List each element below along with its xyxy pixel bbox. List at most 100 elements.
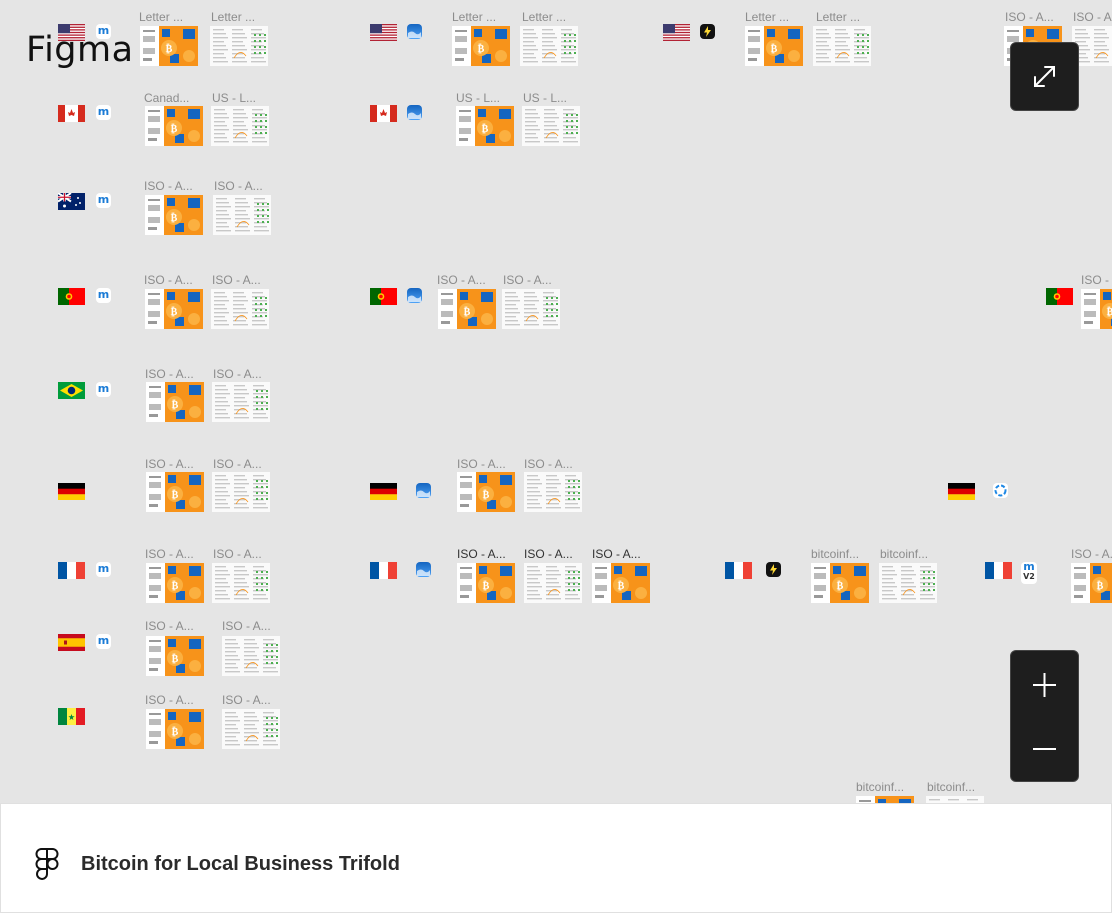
zoom-out-button[interactable] — [1011, 716, 1078, 781]
frame-label[interactable]: ISO - A... — [222, 619, 271, 633]
muun-wallet-icon: m — [96, 562, 111, 577]
zoom-in-button[interactable] — [1011, 651, 1078, 716]
brochure-back-thumbnail[interactable] — [520, 26, 578, 66]
frame-label[interactable]: Letter ... — [139, 10, 184, 24]
frame-label[interactable]: bitcoinf... — [927, 780, 976, 794]
brochure-back-thumbnail[interactable] — [211, 106, 269, 146]
frame-label[interactable]: ISO - A... — [524, 457, 573, 471]
figma-canvas[interactable]: Figma m Letter ... ₿ Letter ... Letter ... ₿ L… — [0, 0, 1112, 803]
file-title: Bitcoin for Local Business Trifold — [81, 853, 400, 875]
brochure-front-thumbnail[interactable]: ₿ — [856, 796, 914, 803]
frame-label[interactable]: Canad... — [144, 91, 190, 105]
frame-label[interactable]: ISO - A... — [212, 273, 261, 287]
australia-flag-icon — [58, 193, 85, 210]
frame-label[interactable]: ISO - A... — [213, 547, 262, 561]
portugal-flag-icon — [58, 288, 85, 305]
germany-flag-icon — [58, 483, 85, 500]
frame-label[interactable]: ISO - A... — [213, 457, 262, 471]
brochure-front-thumbnail[interactable]: ₿ — [145, 106, 203, 146]
frame-label[interactable]: ISO - A... — [145, 547, 194, 561]
brochure-front-thumbnail[interactable]: ₿ — [811, 563, 869, 603]
svg-text:₿: ₿ — [172, 489, 179, 501]
frame-label[interactable]: ISO - A... — [145, 457, 194, 471]
frame-label[interactable]: bitcoinf... — [856, 780, 905, 794]
brochure-front-thumbnail[interactable]: ₿ — [457, 472, 515, 512]
frame-label[interactable]: ISO - A... — [524, 547, 573, 561]
spain-flag-icon — [58, 634, 85, 651]
brochure-front-thumbnail[interactable]: ₿ — [745, 26, 803, 66]
svg-text:₿: ₿ — [171, 212, 178, 224]
frame-label[interactable]: Letter ... — [452, 10, 497, 24]
brochure-back-thumbnail[interactable] — [213, 195, 271, 235]
brochure-front-thumbnail[interactable]: ₿ — [146, 709, 204, 749]
minus-icon — [1033, 748, 1056, 750]
brochure-back-thumbnail[interactable] — [813, 26, 871, 66]
france-flag-icon — [370, 562, 397, 579]
canada-flag-icon — [58, 105, 85, 122]
brochure-front-thumbnail[interactable]: ₿ — [1071, 563, 1112, 603]
frame-label[interactable]: ISO - A... — [1073, 10, 1112, 24]
frame-label[interactable]: Letter ... — [816, 10, 861, 24]
frame-label[interactable]: Letter ... — [522, 10, 567, 24]
brochure-back-thumbnail[interactable] — [502, 289, 560, 329]
fullscreen-button[interactable] — [1010, 42, 1079, 111]
blue-wallet-icon — [407, 288, 422, 303]
frame-label[interactable]: ISO - A... — [144, 179, 193, 193]
frame-label[interactable]: ISO - A... — [1071, 547, 1112, 561]
brochure-front-thumbnail[interactable]: ₿ — [452, 26, 510, 66]
zeus-wallet-icon — [993, 483, 1008, 498]
frame-label[interactable]: ISO - A... — [213, 367, 262, 381]
brochure-back-thumbnail[interactable] — [524, 563, 582, 603]
brochure-back-thumbnail[interactable] — [879, 563, 937, 603]
frame-label[interactable]: ISO - — [1081, 273, 1110, 287]
brochure-back-thumbnail[interactable] — [524, 472, 582, 512]
frame-label[interactable]: ISO - A... — [437, 273, 486, 287]
brochure-front-thumbnail[interactable]: ₿ — [146, 636, 204, 676]
frame-label[interactable]: bitcoinf... — [811, 547, 860, 561]
brochure-front-thumbnail[interactable]: ₿ — [146, 472, 204, 512]
brochure-front-thumbnail[interactable]: ₿ — [456, 106, 514, 146]
brochure-back-thumbnail[interactable] — [222, 636, 280, 676]
brochure-front-thumbnail[interactable]: ₿ — [145, 289, 203, 329]
frame-label[interactable]: ISO - A... — [145, 367, 194, 381]
frame-label[interactable]: ISO - A... — [457, 457, 506, 471]
frame-label[interactable]: ISO - A... — [144, 273, 193, 287]
muun-wallet-icon: m — [96, 382, 111, 397]
frame-label[interactable]: Letter ... — [211, 10, 256, 24]
brochure-back-thumbnail[interactable] — [212, 382, 270, 422]
frame-label[interactable]: ISO - A... — [592, 547, 641, 561]
portugal-flag-icon — [370, 288, 397, 305]
frame-label[interactable]: US - L... — [456, 91, 501, 105]
frame-label[interactable]: ISO - A... — [503, 273, 552, 287]
svg-text:₿: ₿ — [1097, 580, 1104, 592]
file-info-bar[interactable]: Bitcoin for Local Business Trifold — [0, 803, 1112, 913]
frame-label[interactable]: US - L... — [523, 91, 568, 105]
brochure-front-thumbnail[interactable]: ₿ — [1081, 289, 1112, 329]
brochure-back-thumbnail[interactable] — [212, 563, 270, 603]
brochure-front-thumbnail[interactable]: ₿ — [592, 563, 650, 603]
brochure-back-thumbnail[interactable] — [211, 289, 269, 329]
blue-wallet-icon — [407, 24, 422, 39]
brochure-back-thumbnail[interactable] — [522, 106, 580, 146]
brochure-back-thumbnail[interactable] — [212, 472, 270, 512]
frame-label[interactable]: ISO - A... — [222, 693, 271, 707]
brochure-back-thumbnail[interactable] — [926, 796, 984, 803]
france-flag-icon — [725, 562, 752, 579]
brochure-front-thumbnail[interactable]: ₿ — [146, 382, 204, 422]
frame-label[interactable]: ISO - A... — [214, 179, 263, 193]
frame-label[interactable]: ISO - A... — [457, 547, 506, 561]
brochure-front-thumbnail[interactable]: ₿ — [438, 289, 496, 329]
frame-label[interactable]: ISO - A... — [145, 693, 194, 707]
brochure-front-thumbnail[interactable]: ₿ — [457, 563, 515, 603]
brochure-front-thumbnail[interactable]: ₿ — [140, 26, 198, 66]
frame-label[interactable]: Letter ... — [745, 10, 790, 24]
svg-text:₿: ₿ — [483, 580, 490, 592]
frame-label[interactable]: ISO - A... — [145, 619, 194, 633]
brochure-back-thumbnail[interactable] — [210, 26, 268, 66]
frame-label[interactable]: ISO - A... — [1005, 10, 1054, 24]
frame-label[interactable]: bitcoinf... — [880, 547, 929, 561]
brochure-front-thumbnail[interactable]: ₿ — [145, 195, 203, 235]
frame-label[interactable]: US - L... — [212, 91, 257, 105]
brochure-back-thumbnail[interactable] — [222, 709, 280, 749]
brochure-front-thumbnail[interactable]: ₿ — [146, 563, 204, 603]
